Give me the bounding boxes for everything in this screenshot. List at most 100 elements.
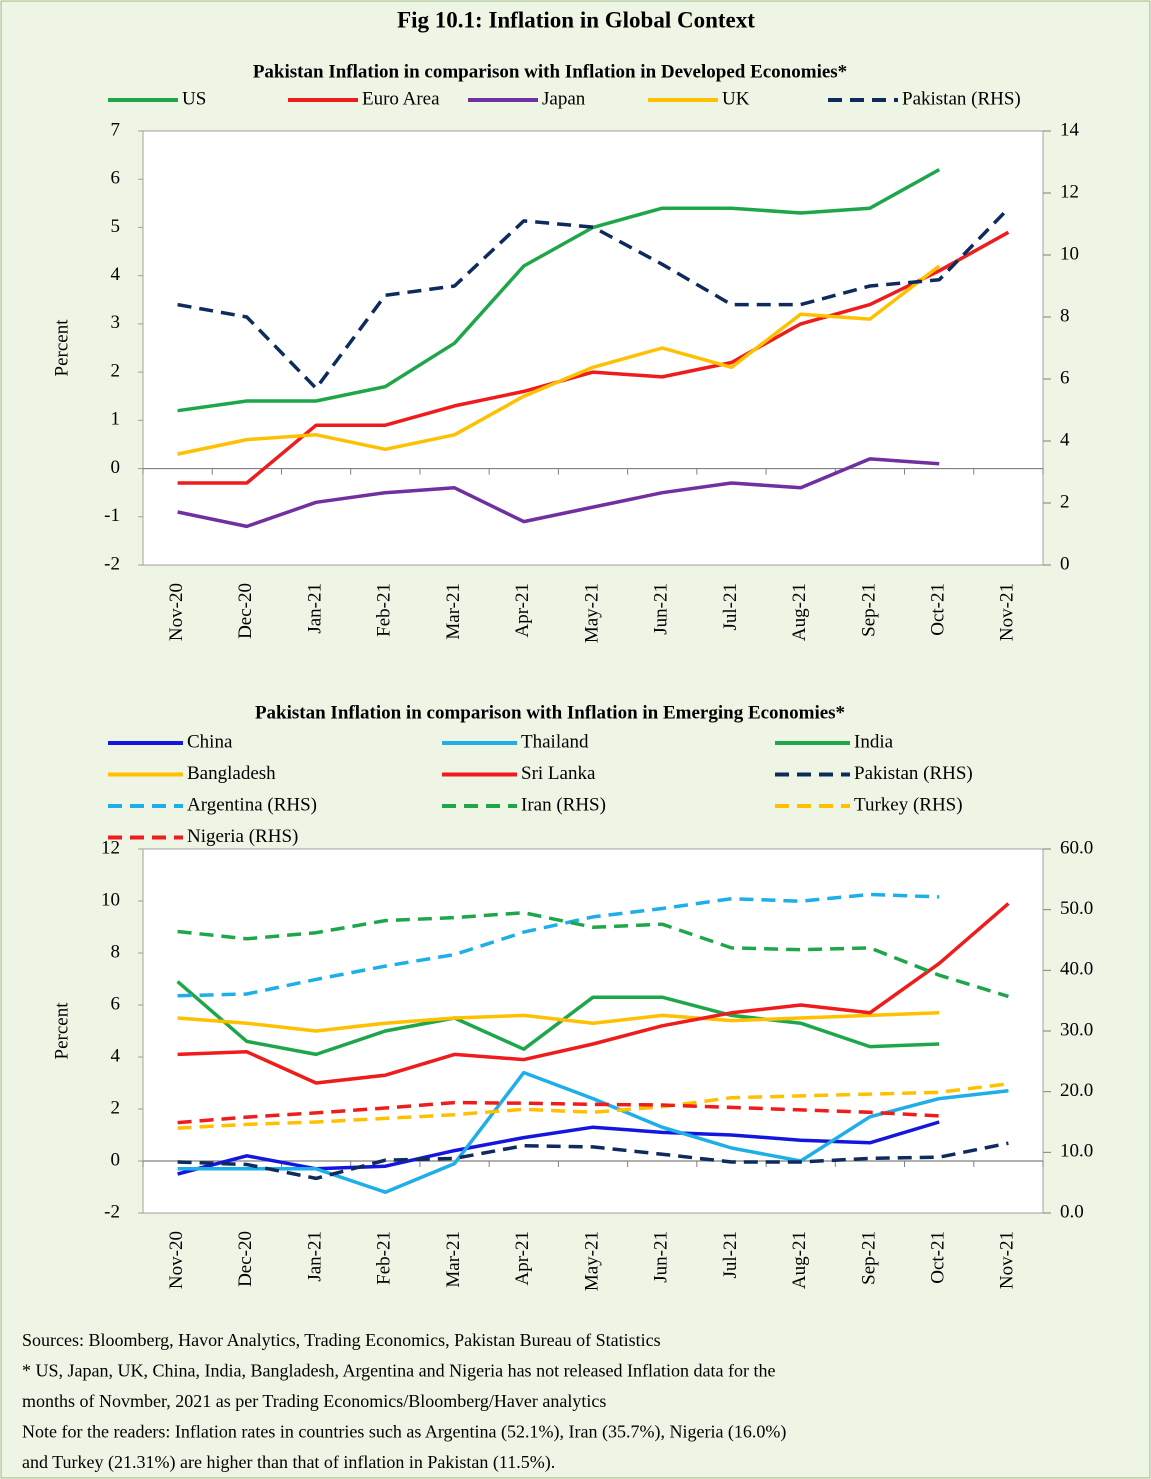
note: Sources: Bloomberg, Havor Analytics, Tra… [22, 1330, 661, 1350]
y-tick-label: 6 [111, 168, 121, 189]
series-line [177, 457, 940, 529]
y2-tick-label: 6 [1060, 367, 1070, 388]
x-tick-label: Oct-21 [928, 583, 949, 636]
x-tick-label: Sep-21 [858, 583, 879, 637]
x-tick-label: Nov-21 [997, 583, 1018, 641]
x-tick-label: May-21 [581, 583, 602, 643]
note: * US, Japan, UK, China, India, Banglades… [22, 1361, 775, 1381]
x-tick-label: Sep-21 [858, 1231, 879, 1285]
y-tick-label: -2 [104, 553, 120, 574]
x-tick-label: Jul-21 [720, 1231, 741, 1279]
y-tick-label: -1 [104, 505, 120, 526]
legend-label: Thailand [521, 731, 589, 752]
plot-area [142, 848, 1044, 1214]
x-tick-label: Aug-21 [789, 1231, 810, 1289]
y-tick-label: 6 [111, 993, 121, 1014]
series-line [177, 1082, 1009, 1130]
y2-tick-label: 30.0 [1060, 1019, 1093, 1040]
x-tick-label: May-21 [581, 1231, 602, 1291]
x-tick-label: Apr-21 [512, 583, 533, 638]
x-tick-label: Feb-21 [374, 583, 395, 637]
y2-tick-label: 12 [1060, 181, 1079, 202]
y2-tick-label: 14 [1060, 119, 1080, 140]
y-tick-label: 12 [101, 837, 120, 858]
legend-label: Argentina (RHS) [187, 794, 317, 815]
series-line [177, 168, 941, 413]
note: months of Novmber, 2021 as per Trading E… [22, 1391, 606, 1411]
series-line [177, 264, 941, 456]
x-tick-label: Mar-21 [443, 583, 464, 640]
y-axis-label: Percent [51, 319, 72, 377]
y2-tick-label: 0 [1060, 553, 1070, 574]
x-tick-label: Jan-21 [304, 1231, 325, 1282]
x-tick-label: Dec-20 [235, 583, 256, 639]
legend-label: Sri Lanka [521, 763, 596, 784]
x-tick-label: Jul-21 [720, 583, 741, 631]
legend-label: Turkey (RHS) [854, 794, 963, 815]
series-line [177, 1120, 940, 1176]
y-tick-label: 3 [111, 312, 121, 333]
x-tick-label: Apr-21 [512, 1231, 533, 1286]
legend-label: Euro Area [362, 88, 440, 109]
y2-tick-label: 60.0 [1060, 837, 1093, 858]
legend-label: Bangladesh [187, 763, 276, 784]
x-tick-label: Feb-21 [374, 1231, 395, 1285]
y2-tick-label: 40.0 [1060, 959, 1093, 980]
legend-label: Japan [542, 88, 586, 109]
plot-area [142, 130, 1044, 566]
y-tick-label: 0 [111, 1149, 121, 1170]
y-tick-label: 8 [111, 941, 121, 962]
legend-label: US [182, 88, 206, 109]
y-tick-label: 0 [111, 457, 121, 478]
series-line [177, 1141, 1009, 1181]
y2-tick-label: 8 [1060, 305, 1070, 326]
x-tick-label: Nov-20 [166, 583, 187, 641]
x-tick-label: Oct-21 [928, 1231, 949, 1284]
series-line [177, 1011, 940, 1033]
y2-tick-label: 20.0 [1060, 1080, 1093, 1101]
y-tick-label: 1 [111, 409, 121, 430]
legend-label: UK [722, 88, 750, 109]
y-tick-label: 4 [111, 264, 121, 285]
series-line [177, 1100, 940, 1125]
x-tick-label: Nov-20 [166, 1231, 187, 1289]
y2-tick-label: 4 [1060, 429, 1070, 450]
figure-title: Fig 10.1: Inflation in Global Context [397, 7, 755, 32]
y-tick-label: 7 [111, 119, 121, 140]
y2-tick-label: 10 [1060, 243, 1079, 264]
x-tick-label: Mar-21 [443, 1231, 464, 1288]
legend-label: China [187, 731, 233, 752]
series-line [177, 207, 1010, 391]
series-line [176, 980, 940, 1057]
y2-tick-label: 0.0 [1060, 1201, 1084, 1222]
y-tick-label: 2 [111, 1097, 121, 1118]
legend-label: Iran (RHS) [521, 794, 606, 815]
note: Note for the readers: Inflation rates in… [22, 1422, 786, 1443]
y-tick-label: 2 [111, 360, 121, 381]
x-tick-label: Dec-20 [235, 1231, 256, 1287]
legend-label: Pakistan (RHS) [902, 88, 1021, 109]
y-tick-label: 4 [111, 1045, 121, 1066]
x-tick-label: Jun-21 [651, 583, 672, 635]
y-tick-label: -2 [104, 1201, 120, 1222]
series-line [177, 892, 940, 998]
x-tick-label: Jun-21 [651, 1231, 672, 1283]
series-line [177, 1070, 1009, 1194]
y2-tick-label: 2 [1060, 491, 1070, 512]
legend-label: India [854, 731, 894, 752]
legend-label: Pakistan (RHS) [854, 763, 973, 784]
series-line [177, 910, 1009, 999]
chart-title: Pakistan Inflation in comparison with In… [255, 702, 845, 723]
legend-label: Nigeria (RHS) [187, 826, 298, 847]
y-axis-label: Percent [51, 1002, 72, 1060]
chart-title: Pakistan Inflation in comparison with In… [253, 61, 847, 82]
x-tick-label: Aug-21 [789, 583, 810, 641]
note: and Turkey (21.31%) are higher than that… [22, 1452, 555, 1473]
y-tick-label: 10 [101, 889, 120, 910]
x-tick-label: Jan-21 [304, 583, 325, 634]
series-line [177, 902, 1010, 1085]
series-line [177, 230, 1010, 485]
y2-tick-label: 10.0 [1060, 1141, 1093, 1162]
